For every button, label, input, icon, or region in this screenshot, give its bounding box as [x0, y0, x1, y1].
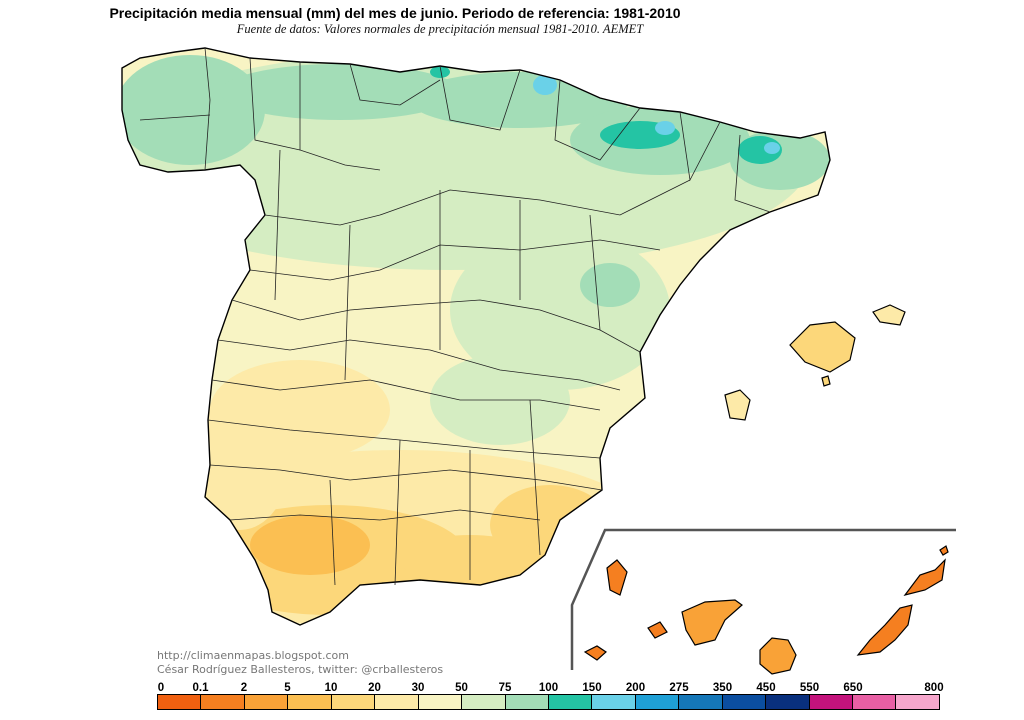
author-credit: César Rodríguez Ballesteros, twitter: @c…: [157, 663, 444, 676]
legend-label: 450: [756, 682, 776, 694]
legend-label: 10: [324, 682, 338, 694]
legend-label: 0.1: [192, 682, 209, 694]
legend-swatch: [375, 695, 419, 709]
canary-islands: [583, 545, 949, 675]
legend-swatch: [896, 695, 939, 709]
blog-credit: http://climaenmapas.blogspot.com: [157, 649, 349, 662]
legend-swatch: [244, 695, 289, 709]
province-borders: [139, 47, 771, 586]
legend-label: 200: [625, 682, 646, 694]
legend-label: 30: [411, 682, 425, 694]
legend-label: 75: [498, 682, 512, 694]
legend-swatch: [158, 695, 202, 709]
legend-label: 2: [240, 682, 248, 694]
legend-swatch: [201, 695, 245, 709]
legend-label: 100: [538, 682, 559, 694]
legend-label: 20: [368, 682, 381, 694]
map-title: Precipitación media mensual (mm) del mes…: [109, 5, 681, 21]
legend-label: 0: [157, 682, 165, 694]
legend-color-bar: [157, 694, 940, 710]
legend-swatch: [853, 695, 897, 709]
legend-swatch: [809, 695, 853, 709]
legend-swatch: [722, 695, 767, 709]
legend-label: 275: [669, 682, 689, 694]
legend-label: 150: [582, 682, 602, 694]
legend-swatch: [288, 695, 332, 709]
legend-swatch: [505, 695, 549, 709]
canary-inset-frame: [570, 528, 956, 670]
legend-label: 50: [455, 682, 468, 694]
legend-labels: 0 0.1 2 5 10 20 30 50 75 100 150 200 275 350 450 550 650…: [0, 682, 1024, 696]
legend-swatch: [592, 695, 636, 709]
legend-swatch: [331, 695, 376, 709]
map-subtitle: Fuente de datos: Valores normales de pre…: [236, 22, 644, 36]
legend-label: 800: [924, 682, 944, 694]
legend-swatch: [418, 695, 463, 709]
legend-label: 5: [284, 682, 291, 694]
balearic-islands: [724, 304, 906, 421]
legend-label: 550: [799, 682, 820, 694]
legend-swatch: [635, 695, 680, 709]
legend-label: 650: [843, 682, 863, 694]
legend-swatch: [766, 695, 810, 709]
legend-swatch: [548, 695, 593, 709]
legend-label: 350: [712, 682, 733, 694]
mainland-spain: [121, 47, 831, 626]
legend-swatch: [462, 695, 506, 709]
legend-swatch: [679, 695, 723, 709]
